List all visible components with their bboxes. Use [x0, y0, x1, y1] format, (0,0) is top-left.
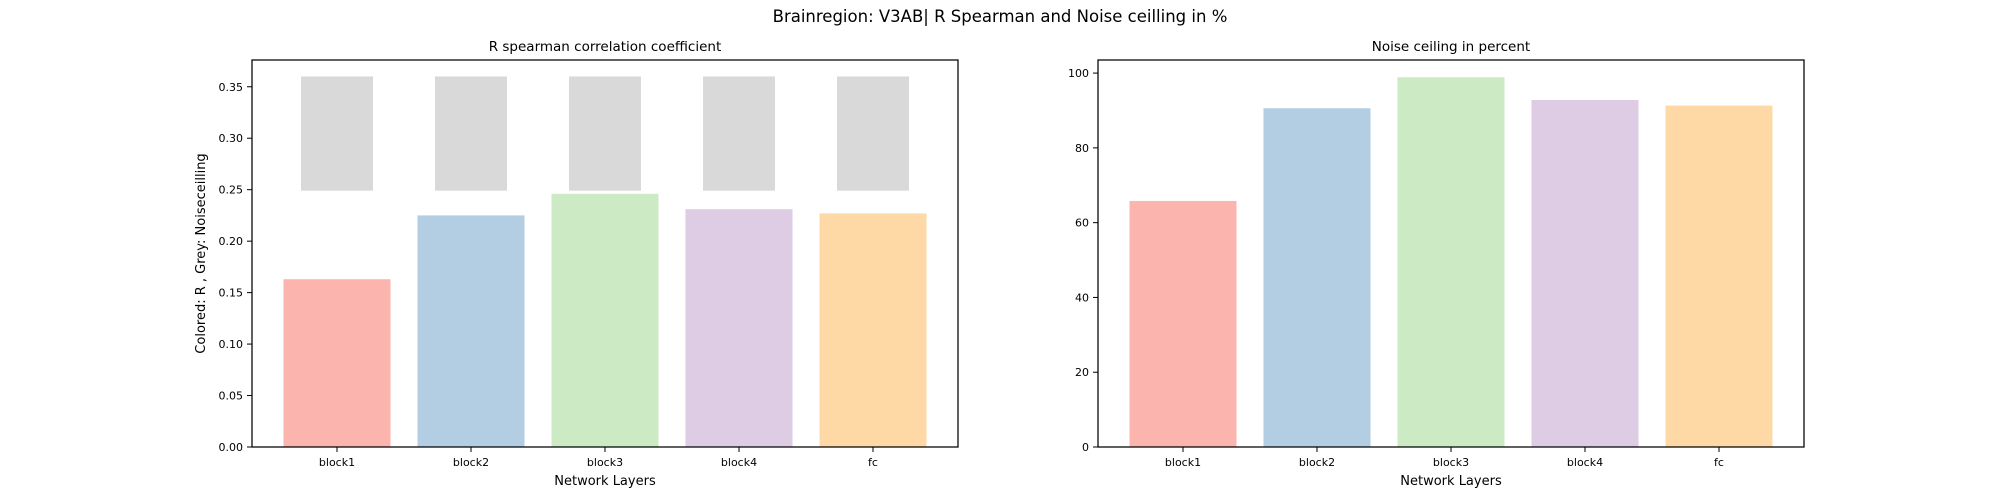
x-axis-label: Network Layers — [1400, 474, 1502, 489]
y-tick-label: 0.20 — [219, 235, 244, 248]
x-tick-label: block2 — [1299, 456, 1335, 469]
x-tick-label: block1 — [319, 456, 355, 469]
noise-ceiling-bar — [837, 76, 909, 191]
y-tick-label: 0.35 — [219, 81, 244, 94]
y-tick-label: 60 — [1075, 217, 1089, 230]
x-tick-label: block2 — [453, 456, 489, 469]
chart-panel-2: 0 20 40 60 80 100 block1 block2 block3 block4 fc No… — [1068, 39, 1805, 489]
y-tick-label: 0.05 — [219, 390, 244, 403]
bar-block1 — [283, 279, 391, 447]
y-tick-label: 0.10 — [219, 338, 244, 351]
bar-block3 — [551, 193, 659, 447]
x-tick-label: block3 — [587, 456, 623, 469]
y-tick-label: 0.30 — [219, 132, 244, 145]
y-axis-label: Colored: R , Grey: Noiseceilling — [194, 153, 209, 353]
y-tick-label: 0.15 — [219, 287, 244, 300]
y-tick-label: 0.00 — [219, 441, 244, 454]
bar-block4 — [1531, 100, 1639, 447]
x-tick-label: block3 — [1433, 456, 1469, 469]
bar-block1 — [1129, 200, 1237, 447]
y-tick-label: 0 — [1082, 441, 1089, 454]
panel-title: Noise ceiling in percent — [1372, 39, 1530, 55]
bar-block4 — [685, 209, 793, 447]
y-tick-label: 40 — [1075, 291, 1089, 304]
x-axis-label: Network Layers — [554, 474, 656, 489]
x-tick-label: fc — [1714, 456, 1724, 469]
noise-ceiling-bar — [435, 76, 507, 191]
y-tick-label: 100 — [1068, 67, 1089, 80]
x-tick-label: fc — [868, 456, 878, 469]
x-tick-label: block4 — [721, 456, 757, 469]
bar-fc — [1665, 105, 1773, 447]
y-tick-label: 80 — [1075, 142, 1089, 155]
bar-fc — [819, 213, 927, 447]
chart-panel-1: 0.00 0.05 0.10 0.15 0.20 0.25 0.30 0.35 block1 bl… — [194, 39, 959, 489]
figure-suptitle: Brainregion: V3AB| R Spearman and Noise … — [773, 7, 1228, 26]
noise-ceiling-bar — [703, 76, 775, 191]
panel-title: R spearman correlation coefficient — [489, 39, 722, 55]
x-tick-label: block1 — [1165, 456, 1201, 469]
bar-block2 — [1263, 108, 1371, 448]
bar-block3 — [1397, 77, 1505, 447]
bar-block2 — [417, 215, 525, 447]
x-tick-label: block4 — [1567, 456, 1603, 469]
noise-ceiling-bar — [301, 76, 373, 191]
noise-ceiling-bar — [569, 76, 641, 191]
y-tick-label: 0.25 — [219, 184, 244, 197]
y-tick-label: 20 — [1075, 366, 1089, 379]
